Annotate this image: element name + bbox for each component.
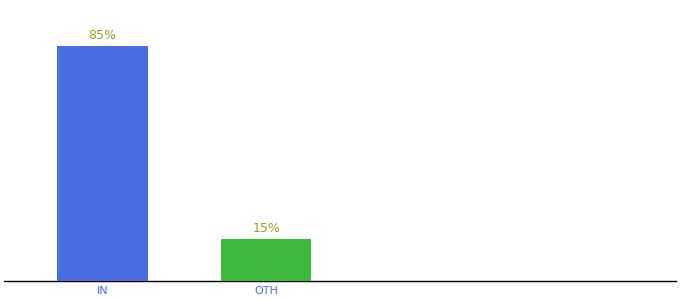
Bar [221,239,311,281]
Text: 85%: 85% [88,28,116,41]
Text: 15%: 15% [252,222,280,235]
Bar [57,46,148,281]
